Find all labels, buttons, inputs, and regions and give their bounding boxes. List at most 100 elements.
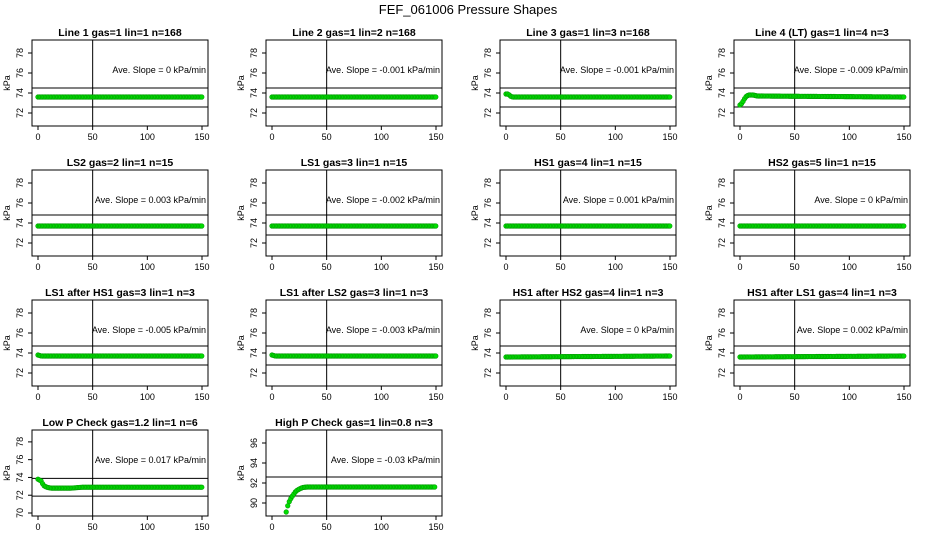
y-tick-label: 76 — [249, 328, 259, 338]
x-tick-label: 0 — [503, 132, 508, 142]
panel-title: Line 3 gas=1 lin=3 n=168 — [526, 27, 650, 39]
y-tick-label: 78 — [717, 48, 727, 58]
x-tick-label: 100 — [140, 522, 155, 532]
y-tick-label: 74 — [15, 348, 25, 358]
y-tick-label: 76 — [249, 68, 259, 78]
y-tick-label: 74 — [717, 348, 727, 358]
y-tick-label: 74 — [15, 472, 25, 482]
panel-title: HS1 after LS1 gas=4 lin=1 n=3 — [747, 287, 897, 299]
x-tick-label: 100 — [374, 132, 389, 142]
x-tick-label: 0 — [269, 392, 274, 402]
y-axis-label: kPa — [2, 335, 12, 351]
y-axis-label: kPa — [470, 205, 480, 221]
y-tick-label: 72 — [717, 238, 727, 248]
y-tick-label: 94 — [249, 458, 259, 468]
x-tick-label: 100 — [140, 392, 155, 402]
data-point — [283, 509, 289, 515]
y-axis-label: kPa — [236, 205, 246, 221]
y-axis-label: kPa — [2, 465, 12, 481]
x-tick-label: 50 — [322, 522, 332, 532]
plot-frame — [733, 169, 911, 257]
data-point — [667, 353, 673, 359]
slope-annotation: Ave. Slope = -0.001 kPa/min — [560, 65, 674, 75]
y-tick-label: 74 — [249, 348, 259, 358]
slope-annotation: Ave. Slope = -0.005 kPa/min — [92, 325, 206, 335]
y-tick-label: 78 — [15, 437, 25, 447]
y-axis-label: kPa — [704, 335, 714, 351]
x-tick-label: 50 — [88, 262, 98, 272]
y-tick-label: 76 — [483, 328, 493, 338]
x-tick-label: 150 — [428, 392, 443, 402]
x-tick-label: 100 — [140, 132, 155, 142]
x-tick-label: 0 — [269, 522, 274, 532]
x-tick-label: 100 — [608, 262, 623, 272]
x-tick-label: 50 — [556, 392, 566, 402]
y-tick-label: 78 — [249, 178, 259, 188]
slope-annotation: Ave. Slope = -0.03 kPa/min — [331, 455, 440, 465]
x-tick-label: 0 — [503, 392, 508, 402]
y-tick-label: 72 — [483, 368, 493, 378]
y-tick-label: 76 — [717, 198, 727, 208]
x-tick-label: 150 — [194, 262, 209, 272]
panel-11: HS1 after HS2 gas=4 lin=1 n=3 kPa 72 74 76 78… — [470, 287, 678, 402]
y-tick-label: 76 — [15, 328, 25, 338]
x-tick-label: 100 — [374, 262, 389, 272]
plot-frame — [733, 39, 911, 127]
x-tick-label: 100 — [140, 262, 155, 272]
y-tick-label: 96 — [249, 438, 259, 448]
y-tick-label: 78 — [249, 48, 259, 58]
x-tick-label: 150 — [896, 132, 911, 142]
slope-annotation: Ave. Slope = -0.009 kPa/min — [794, 65, 908, 75]
y-tick-label: 70 — [15, 508, 25, 518]
y-tick-label: 76 — [15, 198, 25, 208]
panel-title: HS1 gas=4 lin=1 n=15 — [534, 157, 642, 169]
x-tick-label: 0 — [503, 262, 508, 272]
y-axis-label: kPa — [704, 75, 714, 91]
panel-title: Line 2 gas=1 lin=2 n=168 — [292, 27, 416, 39]
x-tick-label: 50 — [322, 132, 332, 142]
plot-frame — [499, 299, 677, 387]
slope-annotation: Ave. Slope = 0 kPa/min — [112, 65, 206, 75]
y-tick-label: 78 — [15, 48, 25, 58]
panel-7: HS1 gas=4 lin=1 n=15 kPa 72 74 76 78 0 50 100 150… — [470, 157, 678, 272]
x-tick-label: 100 — [608, 132, 623, 142]
plot-frame — [499, 39, 677, 127]
y-tick-label: 76 — [483, 198, 493, 208]
y-tick-label: 78 — [717, 308, 727, 318]
y-tick-label: 74 — [15, 218, 25, 228]
y-tick-label: 76 — [249, 198, 259, 208]
panel-10: LS1 after LS2 gas=3 lin=1 n=3 kPa 72 74 76 78… — [236, 287, 444, 402]
panel-14: High P Check gas=1 lin=0.8 n=3 kPa 90 92 94 9… — [236, 417, 444, 532]
panel-1: Line 1 gas=1 lin=1 n=168 kPa 72 74 76 78 0 50 10… — [2, 27, 210, 142]
data-point — [199, 94, 205, 100]
slope-annotation: Ave. Slope = 0.001 kPa/min — [563, 195, 674, 205]
y-axis-label: kPa — [236, 75, 246, 91]
y-axis-label: kPa — [2, 75, 12, 91]
y-tick-label: 72 — [717, 368, 727, 378]
x-tick-label: 0 — [737, 262, 742, 272]
data-point — [901, 223, 907, 229]
x-tick-label: 150 — [428, 522, 443, 532]
x-tick-label: 50 — [88, 522, 98, 532]
y-tick-label: 74 — [717, 88, 727, 98]
plot-frame — [31, 429, 209, 517]
plot-frame — [265, 39, 443, 127]
y-tick-label: 72 — [249, 108, 259, 118]
panel-12: HS1 after LS1 gas=4 lin=1 n=3 kPa 72 74 76 78… — [704, 287, 912, 402]
plot-frame — [31, 39, 209, 127]
x-tick-label: 150 — [662, 132, 677, 142]
panel-title: Low P Check gas=1.2 lin=1 n=6 — [42, 417, 197, 429]
panel-6: LS1 gas=3 lin=1 n=15 kPa 72 74 76 78 0 50 100 150… — [236, 157, 444, 272]
plot-frame — [265, 429, 443, 517]
y-tick-label: 78 — [15, 178, 25, 188]
y-tick-label: 76 — [717, 68, 727, 78]
y-tick-label: 74 — [717, 218, 727, 228]
x-tick-label: 50 — [88, 392, 98, 402]
y-tick-label: 72 — [15, 238, 25, 248]
y-tick-label: 76 — [15, 455, 25, 465]
y-tick-label: 74 — [483, 348, 493, 358]
y-tick-label: 74 — [483, 218, 493, 228]
data-point — [199, 484, 205, 490]
slope-annotation: Ave. Slope = -0.001 kPa/min — [326, 65, 440, 75]
y-tick-label: 78 — [15, 308, 25, 318]
